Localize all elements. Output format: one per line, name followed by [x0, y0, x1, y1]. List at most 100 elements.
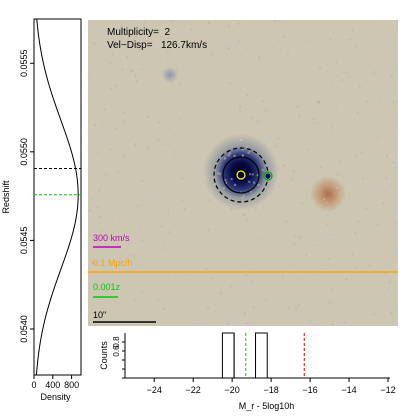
sky-noise-pixel — [158, 58, 161, 61]
sky-noise-pixel — [246, 23, 249, 26]
sky-noise-pixel — [96, 124, 99, 127]
sky-noise-pixel — [261, 169, 264, 172]
sky-noise-pixel — [280, 97, 283, 100]
sky-noise-pixel — [303, 149, 306, 152]
sky-noise-pixel — [371, 55, 374, 58]
sky-noise-pixel — [124, 97, 127, 100]
sky-noise-pixel — [328, 80, 331, 83]
sky-noise-pixel — [330, 157, 333, 160]
sky-noise-pixel — [249, 190, 252, 193]
sky-noise-pixel — [368, 181, 371, 184]
histogram-bar-0 — [221, 332, 235, 379]
sky-noise-pixel — [296, 105, 299, 108]
sky-noise-pixel — [195, 90, 197, 93]
sky-noise-pixel — [329, 38, 332, 41]
histogram-x-tick-label: −22 — [186, 385, 201, 395]
sky-noise-pixel — [251, 116, 254, 119]
sky-noise-pixel — [285, 220, 288, 223]
multiplicity-label: Multiplicity= — [107, 27, 159, 38]
sky-noise-pixel — [210, 194, 212, 197]
sky-noise-pixel — [265, 280, 268, 283]
sky-noise-pixel — [91, 261, 94, 264]
sky-noise-pixel — [93, 75, 96, 78]
sky-noise-pixel — [337, 75, 340, 78]
sky-noise-pixel — [295, 43, 298, 46]
sky-noise-pixel — [241, 148, 244, 151]
sky-noise-pixel — [248, 42, 251, 45]
sky-noise-pixel — [319, 166, 322, 169]
sky-noise-pixel — [283, 133, 286, 136]
sky-noise-pixel — [146, 40, 149, 43]
sky-noise-pixel — [230, 178, 233, 181]
sky-noise-pixel — [269, 60, 272, 63]
sky-noise-pixel — [111, 125, 114, 128]
sky-noise-pixel — [326, 251, 329, 253]
sky-noise-pixel — [98, 245, 101, 248]
sky-noise-pixel — [386, 96, 389, 99]
sky-noise-pixel — [329, 69, 332, 72]
sky-noise-pixel — [223, 157, 226, 160]
sky-noise-pixel — [224, 179, 227, 182]
sky-noise-pixel — [386, 206, 389, 209]
sky-noise-pixel — [333, 212, 336, 215]
sky-noise-pixel — [338, 254, 341, 257]
sky-noise-pixel — [239, 105, 242, 108]
sky-noise-pixel — [236, 45, 239, 48]
sky-noise-pixel — [248, 180, 251, 183]
sky-noise-pixel — [299, 236, 302, 239]
sky-noise-pixel — [367, 189, 370, 192]
sky-noise-pixel — [309, 287, 312, 290]
sky-noise-pixel — [287, 307, 290, 310]
sky-noise-pixel — [124, 198, 127, 201]
sky-noise-pixel — [344, 202, 347, 205]
sky-noise-pixel — [154, 257, 157, 260]
sky-noise-pixel — [93, 263, 96, 266]
sky-noise-pixel — [173, 157, 176, 160]
sky-noise-pixel — [334, 243, 336, 246]
sky-noise-pixel — [340, 226, 343, 229]
sky-noise-pixel — [127, 127, 130, 130]
sky-noise-pixel — [324, 143, 327, 146]
sky-noise-pixel — [166, 201, 169, 204]
sky-noise-pixel — [101, 298, 103, 301]
sky-noise-pixel — [282, 164, 285, 167]
veldisp-label: Vel−Disp= — [107, 40, 153, 51]
sky-noise-pixel — [106, 33, 109, 36]
sky-noise-pixel — [372, 61, 375, 64]
sky-noise-pixel — [345, 278, 348, 280]
sky-noise-pixel — [211, 222, 214, 225]
histogram-x-tick-label: −24 — [147, 385, 162, 395]
sky-noise-pixel — [195, 310, 198, 313]
sky-noise-pixel — [341, 254, 344, 257]
sky-noise-pixel — [349, 37, 352, 40]
sky-noise-pixel — [116, 42, 119, 45]
sky-noise-pixel — [264, 109, 267, 112]
sky-noise-pixel — [183, 125, 186, 128]
sky-noise-pixel — [111, 21, 114, 24]
sky-noise-pixel — [192, 190, 194, 193]
sky-noise-pixel — [388, 281, 391, 284]
sky-noise-pixel — [332, 323, 335, 326]
sky-noise-pixel — [289, 88, 292, 91]
sky-noise-pixel — [259, 297, 262, 300]
sky-noise-pixel — [230, 315, 233, 318]
sky-noise-pixel — [385, 177, 388, 180]
sky-noise-pixel — [335, 187, 338, 189]
sky-noise-pixel — [275, 291, 278, 294]
sky-noise-pixel — [249, 256, 252, 259]
sky-noise-pixel — [267, 124, 270, 127]
sky-noise-pixel — [242, 194, 245, 197]
sky-noise-pixel — [328, 316, 331, 319]
sky-noise-pixel — [176, 57, 179, 60]
sky-noise-pixel — [128, 119, 131, 122]
sky-noise-pixel — [289, 47, 292, 50]
sky-noise-pixel — [164, 148, 167, 150]
sky-noise-pixel — [239, 232, 242, 235]
sky-noise-pixel — [360, 221, 363, 224]
sky-noise-pixel — [138, 49, 141, 52]
sky-noise-pixel — [318, 229, 321, 232]
sky-noise-pixel — [371, 79, 374, 82]
sky-noise-pixel — [262, 227, 265, 230]
sky-noise-pixel — [123, 237, 126, 240]
sky-noise-pixel — [223, 197, 225, 200]
